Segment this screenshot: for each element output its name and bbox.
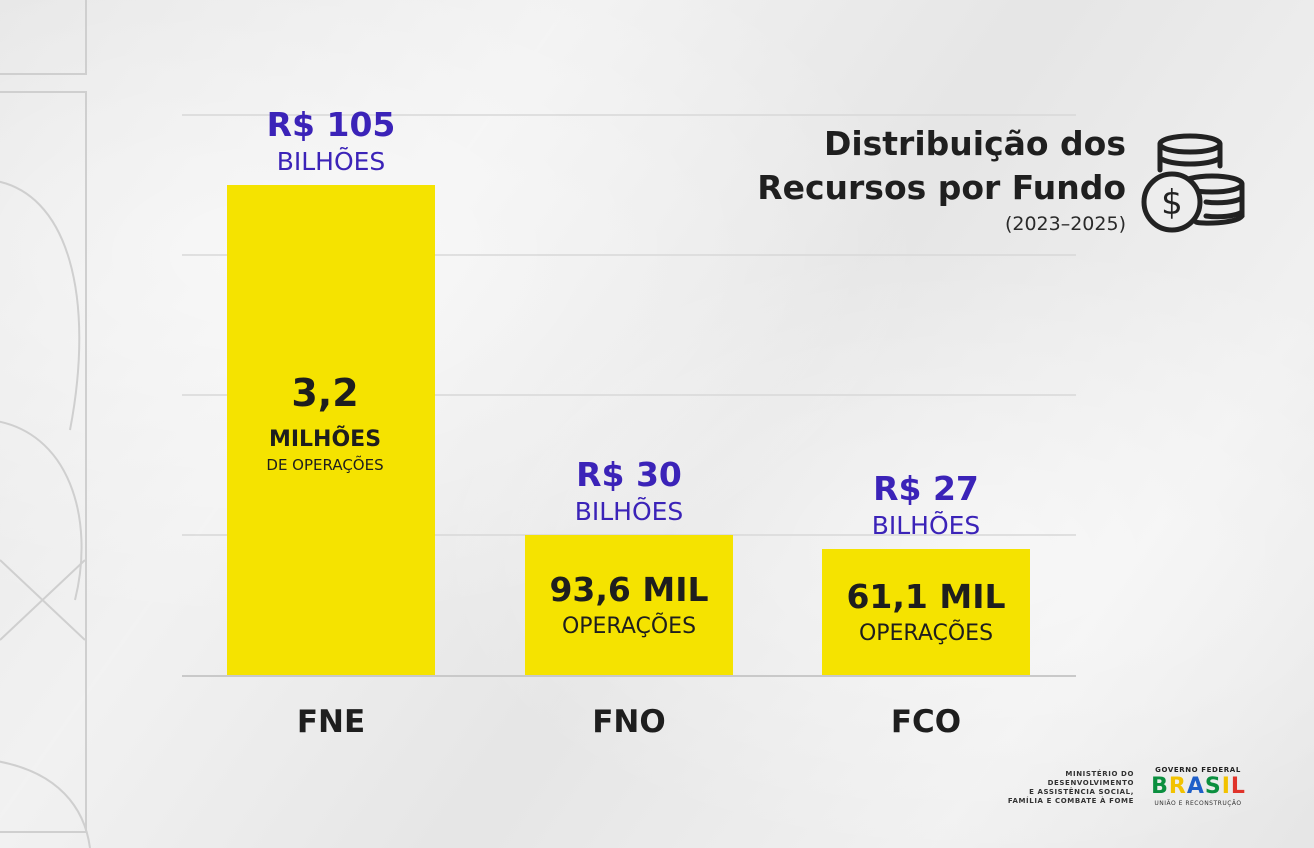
bar-inner-label: OPERAÇÕES <box>859 619 993 646</box>
bar-inner-label: 93,6 MIL <box>549 570 708 609</box>
value-label-unit: BILHÕES <box>872 510 981 540</box>
ministry-logo-text: MINISTÉRIO DO DESENVOLVIMENTO E ASSISTÊN… <box>1006 770 1134 806</box>
bar-inner-label: 3,2 <box>291 371 358 415</box>
gov-word-letter: S <box>1204 774 1221 799</box>
bar-inner-label: OPERAÇÕES <box>562 612 696 639</box>
bar-inner-label: MILHÕES <box>269 426 381 452</box>
chart-title: Distribuição dos Recursos por Fundo (202… <box>757 122 1126 238</box>
svg-text:$: $ <box>1161 183 1183 223</box>
gov-slogan: UNIÃO E RECONSTRUÇÃO <box>1154 800 1242 807</box>
bar-inner-label: DE OPERAÇÕES <box>266 455 383 474</box>
gov-word-letter: I <box>1221 774 1230 799</box>
bar-inner-label: 61,1 MIL <box>846 577 1005 616</box>
gov-word-letter: L <box>1230 774 1245 799</box>
value-label-unit: BILHÕES <box>277 146 386 176</box>
title-period: (2023–2025) <box>1004 213 1126 235</box>
gov-word-letter: R <box>1168 774 1186 799</box>
bars <box>227 185 1030 675</box>
bar-fno <box>525 535 733 675</box>
gov-top-text: GOVERNO FEDERAL <box>1155 766 1241 774</box>
value-label-amount: R$ 27 <box>873 469 979 508</box>
value-label-amount: R$ 105 <box>267 105 396 144</box>
bar-fne <box>227 185 435 675</box>
ministry-line-1: MINISTÉRIO DO <box>1065 770 1134 778</box>
value-label-unit: BILHÕES <box>575 496 684 526</box>
ministry-line-3: E ASSISTÊNCIA SOCIAL, <box>1029 788 1134 796</box>
x-tick-label: FNE <box>297 704 365 740</box>
x-tick-label: FNO <box>592 704 665 740</box>
title-line-1: Distribuição dos <box>823 124 1126 163</box>
gov-word-letter: B <box>1151 774 1168 799</box>
bar-fco <box>822 549 1030 675</box>
ministry-line-2: DESENVOLVIMENTO <box>1047 779 1134 787</box>
coins-dollar-icon: $ <box>1141 133 1245 233</box>
x-tick-label: FCO <box>891 704 961 740</box>
value-label-amount: R$ 30 <box>576 455 682 494</box>
ministry-line-4: FAMÍLIA E COMBATE À FOME <box>1007 797 1134 805</box>
gov-word-letter: A <box>1186 774 1204 799</box>
title-line-2: Recursos por Fundo <box>757 168 1126 207</box>
